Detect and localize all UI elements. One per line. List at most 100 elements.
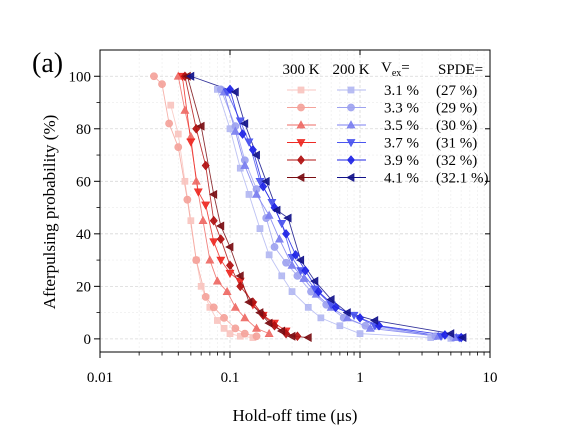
legend-vex-label: 3.3 % xyxy=(384,101,419,117)
data-point-300k-33 xyxy=(209,303,218,312)
data-point-300k-35 xyxy=(212,276,222,285)
x-tick-label: 0.1 xyxy=(221,370,240,386)
data-point-300k-39 xyxy=(226,260,234,271)
data-point-200k-41 xyxy=(186,71,195,81)
data-point-300k-37 xyxy=(193,188,203,197)
data-point-200k-41 xyxy=(446,329,455,339)
data-point-300k-39 xyxy=(216,234,225,244)
series-line-200k-41 xyxy=(190,75,464,338)
data-point-200k-41 xyxy=(342,308,351,318)
legend-spde-label: (32.1 %) xyxy=(436,171,489,187)
data-point-300k-31 xyxy=(220,325,228,332)
data-point-200k-39 xyxy=(282,229,291,239)
series-markers xyxy=(150,71,467,343)
data-point-300k-37 xyxy=(216,256,226,265)
x-axis-title: Hold-off time (μs) xyxy=(233,406,358,425)
data-point-300k-35 xyxy=(205,255,215,264)
legend-spde-label: (31 %) xyxy=(436,136,477,152)
legend-marker-200k xyxy=(346,139,356,148)
data-point-300k-33 xyxy=(201,292,210,301)
data-point-200k-41 xyxy=(230,87,239,97)
data-point-200k-33 xyxy=(282,258,290,267)
data-point-200k-35 xyxy=(230,126,240,135)
data-point-300k-41 xyxy=(244,297,253,307)
legend-marker-200k xyxy=(347,86,355,94)
data-point-200k-31 xyxy=(304,303,312,311)
data-point-200k-33 xyxy=(270,243,279,251)
data-point-200k-31 xyxy=(278,272,286,280)
data-point-200k-31 xyxy=(288,288,296,295)
data-point-300k-41 xyxy=(225,242,234,252)
y-tick-label: 100 xyxy=(69,69,92,85)
legend-vex-label: 3.7 % xyxy=(384,136,419,152)
data-point-200k-31 xyxy=(356,330,364,337)
data-point-300k-33 xyxy=(165,119,173,128)
data-point-300k-33 xyxy=(174,143,183,152)
data-point-300k-41 xyxy=(235,271,244,281)
data-point-300k-41 xyxy=(196,121,205,131)
data-point-200k-33 xyxy=(361,321,370,330)
data-point-300k-31 xyxy=(197,282,205,290)
data-point-300k-35 xyxy=(191,176,201,185)
data-point-200k-37 xyxy=(244,138,254,147)
data-point-300k-31 xyxy=(214,317,221,324)
legend-vex-label: 3.5 % xyxy=(384,118,419,134)
data-point-300k-31 xyxy=(226,330,234,337)
legend-vex-label: 3.9 % xyxy=(384,153,419,169)
data-point-200k-39 xyxy=(291,250,300,260)
data-point-300k-31 xyxy=(174,130,182,138)
data-point-300k-33 xyxy=(183,195,192,204)
legend: 300 K 200 K Vex= SPDE= 3.1 % (27 %) 3.3 % (29 %… xyxy=(282,60,488,187)
data-point-200k-31 xyxy=(317,314,325,322)
data-point-200k-35 xyxy=(240,160,250,169)
plot-frame xyxy=(99,49,491,353)
data-point-300k-41 xyxy=(208,189,218,199)
legend-header-200k: 200 K xyxy=(332,62,369,78)
data-point-200k-37 xyxy=(255,177,265,187)
data-point-300k-37 xyxy=(201,201,211,210)
data-point-200k-39 xyxy=(356,313,364,323)
y-axis-title: Afterpulsing probability (%) xyxy=(40,115,59,310)
data-point-300k-33 xyxy=(150,72,158,81)
data-point-300k-33 xyxy=(192,256,201,264)
data-point-200k-31 xyxy=(245,191,253,198)
data-point-200k-41 xyxy=(295,255,305,265)
data-point-200k-39 xyxy=(331,302,340,313)
data-point-200k-37 xyxy=(349,311,359,320)
data-point-300k-33 xyxy=(158,80,166,89)
data-point-300k-35 xyxy=(198,215,208,225)
data-point-200k-37 xyxy=(277,219,287,229)
series-line-300k-39 xyxy=(184,76,298,337)
data-point-200k-37 xyxy=(267,198,277,208)
data-point-300k-35 xyxy=(222,286,232,295)
legend-marker-300k xyxy=(297,155,305,165)
legend-vex-label: 3.1 % xyxy=(384,83,419,99)
x-tick-label: 10 xyxy=(483,370,498,386)
data-point-300k-35 xyxy=(230,302,240,311)
data-point-300k-31 xyxy=(167,101,175,109)
data-point-200k-33 xyxy=(293,271,302,280)
legend-vex-label: 4.1 % xyxy=(384,171,419,187)
data-point-200k-35 xyxy=(252,189,262,198)
y-tick-label: 20 xyxy=(76,279,91,295)
data-point-300k-41 xyxy=(303,333,312,343)
data-point-200k-37 xyxy=(235,117,245,126)
legend-marker-300k xyxy=(296,139,306,148)
data-point-200k-41 xyxy=(240,119,249,128)
data-point-300k-33 xyxy=(231,324,240,333)
data-point-300k-41 xyxy=(287,331,296,341)
data-point-200k-41 xyxy=(310,276,319,286)
data-point-300k-37 xyxy=(225,269,235,278)
data-point-200k-35 xyxy=(274,234,284,243)
legend-spde-label: (32 %) xyxy=(436,153,477,169)
legend-marker-200k xyxy=(347,103,355,112)
y-tick-label: 0 xyxy=(84,332,92,348)
data-point-200k-39 xyxy=(259,181,268,192)
data-point-300k-41 xyxy=(216,221,225,231)
data-point-300k-41 xyxy=(255,308,264,318)
data-point-300k-33 xyxy=(240,329,249,338)
legend-spde-label: (29 %) xyxy=(436,101,477,117)
data-point-300k-37 xyxy=(186,138,196,147)
data-point-300k-35 xyxy=(240,313,250,322)
data-point-200k-35 xyxy=(264,210,274,219)
